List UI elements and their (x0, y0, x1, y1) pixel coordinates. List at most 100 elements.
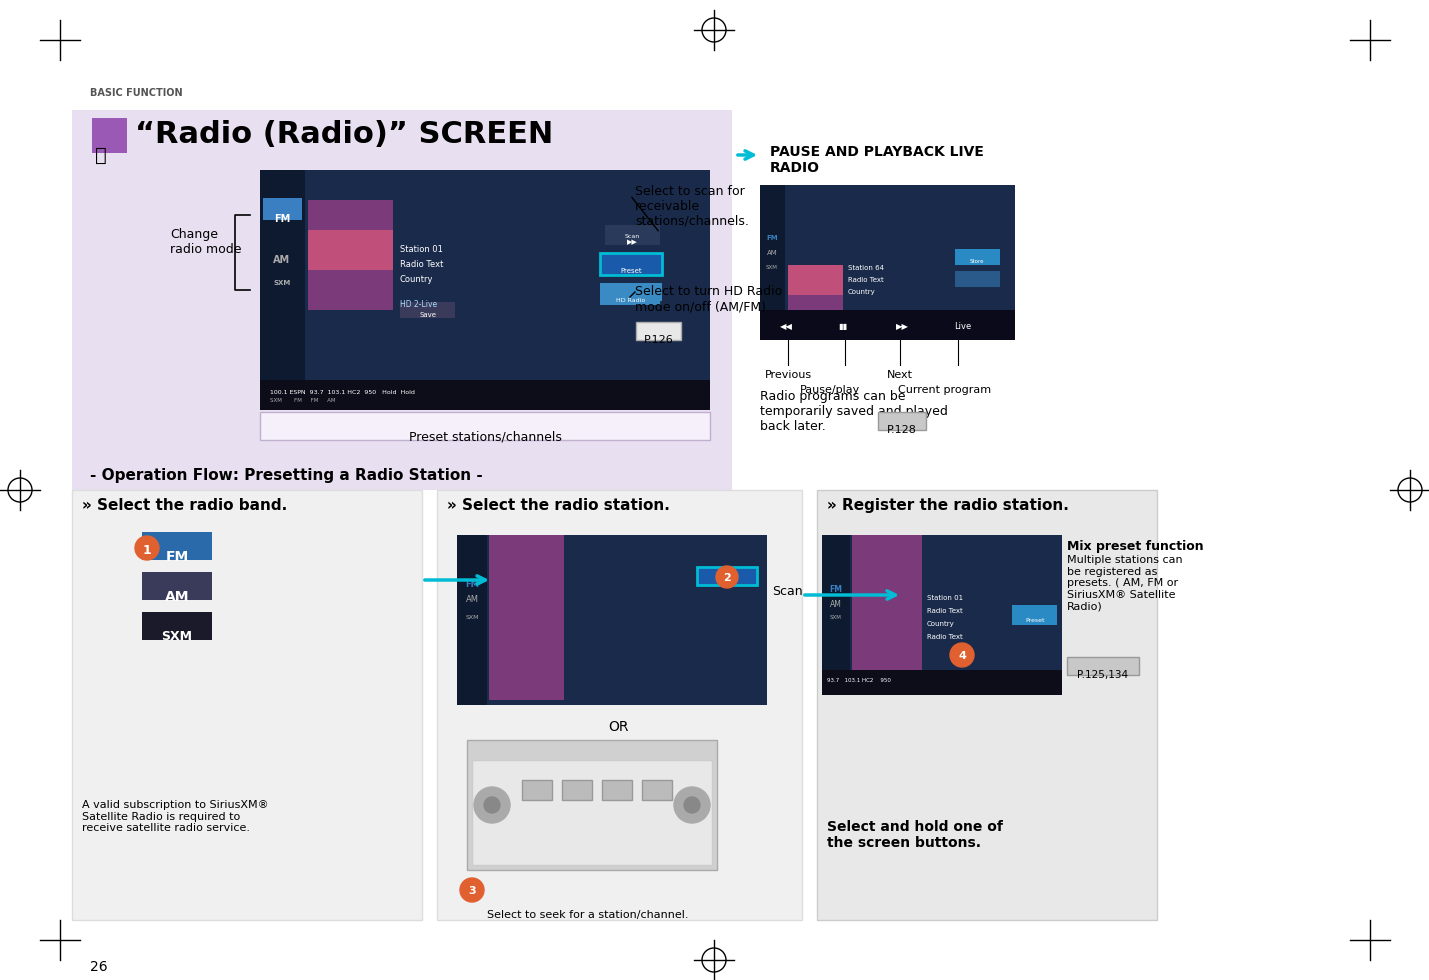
FancyBboxPatch shape (787, 265, 843, 330)
FancyBboxPatch shape (955, 271, 1000, 287)
FancyBboxPatch shape (141, 612, 211, 640)
Text: P.126: P.126 (644, 335, 674, 345)
Text: » Register the radio station.: » Register the radio station. (827, 498, 1069, 513)
FancyBboxPatch shape (1067, 657, 1139, 675)
Text: Pause/play: Pause/play (800, 385, 860, 395)
Text: 2: 2 (723, 573, 730, 583)
FancyBboxPatch shape (787, 265, 843, 295)
Circle shape (716, 566, 737, 588)
Text: 2: 2 (723, 579, 730, 589)
Text: A valid subscription to SiriusXM®
Satellite Radio is required to
receive satelli: A valid subscription to SiriusXM® Satell… (81, 800, 269, 833)
Text: Select to turn HD Radio
mode on/off (AM/FM).: Select to turn HD Radio mode on/off (AM/… (634, 285, 782, 313)
Text: SXM       FM     FM     AM: SXM FM FM AM (270, 398, 336, 403)
FancyBboxPatch shape (760, 310, 1015, 340)
Circle shape (674, 787, 710, 823)
Text: FM: FM (464, 580, 479, 589)
FancyBboxPatch shape (91, 118, 127, 153)
Text: SXM: SXM (766, 265, 777, 270)
Text: Country: Country (927, 621, 955, 627)
Text: Scan: Scan (624, 234, 640, 239)
FancyBboxPatch shape (636, 322, 682, 340)
Text: HD 2-Live: HD 2-Live (400, 300, 437, 309)
FancyBboxPatch shape (489, 535, 564, 700)
FancyBboxPatch shape (467, 740, 717, 870)
Text: Select to scan for
receivable
stations/channels.: Select to scan for receivable stations/c… (634, 185, 749, 228)
Text: Select and hold one of
the screen buttons.: Select and hold one of the screen button… (827, 820, 1003, 851)
FancyBboxPatch shape (760, 185, 1015, 340)
FancyBboxPatch shape (562, 780, 592, 800)
Text: 📻: 📻 (94, 146, 107, 165)
Text: ▶▶: ▶▶ (627, 239, 637, 245)
FancyBboxPatch shape (141, 532, 211, 560)
Text: ◀◀: ◀◀ (780, 322, 793, 331)
FancyBboxPatch shape (600, 283, 662, 305)
FancyBboxPatch shape (817, 490, 1157, 920)
FancyBboxPatch shape (955, 249, 1000, 265)
Text: SXM: SXM (161, 630, 193, 643)
Text: - Operation Flow: Presetting a Radio Station -: - Operation Flow: Presetting a Radio Sta… (90, 468, 483, 483)
Text: Radio programs can be
temporarily saved and played
back later.: Radio programs can be temporarily saved … (760, 390, 947, 433)
Text: Current program: Current program (899, 385, 992, 395)
Text: Radio Text: Radio Text (927, 608, 963, 614)
FancyBboxPatch shape (260, 170, 710, 410)
Text: P.125,134: P.125,134 (1077, 670, 1129, 680)
FancyBboxPatch shape (760, 185, 785, 340)
FancyBboxPatch shape (260, 412, 710, 440)
Text: Preset stations/channels: Preset stations/channels (409, 430, 562, 443)
Text: SXM: SXM (830, 615, 842, 620)
FancyBboxPatch shape (71, 110, 732, 490)
Text: » Select the radio station.: » Select the radio station. (447, 498, 670, 513)
Text: » Select the radio band.: » Select the radio band. (81, 498, 287, 513)
FancyBboxPatch shape (457, 535, 767, 705)
FancyBboxPatch shape (877, 412, 926, 430)
FancyBboxPatch shape (604, 225, 660, 245)
Text: Station 01: Station 01 (927, 595, 963, 601)
Text: AM: AM (766, 250, 777, 256)
Text: Station 01: Station 01 (400, 245, 443, 254)
Text: 26: 26 (90, 960, 107, 974)
Text: AM: AM (164, 590, 189, 604)
Text: Radio Text: Radio Text (847, 277, 883, 283)
FancyBboxPatch shape (437, 490, 802, 920)
FancyBboxPatch shape (472, 760, 712, 865)
Circle shape (134, 536, 159, 560)
Text: Preset: Preset (1025, 618, 1045, 623)
Circle shape (474, 787, 510, 823)
Text: Scan: Scan (772, 585, 803, 598)
FancyBboxPatch shape (852, 535, 922, 690)
Text: FM: FM (274, 214, 290, 224)
Text: “Radio (Radio)” SCREEN: “Radio (Radio)” SCREEN (134, 120, 553, 149)
FancyBboxPatch shape (457, 535, 487, 705)
Text: Mix preset function: Mix preset function (1067, 540, 1203, 553)
FancyBboxPatch shape (309, 200, 393, 310)
Text: Preset: Preset (620, 268, 642, 274)
FancyBboxPatch shape (400, 302, 454, 318)
FancyBboxPatch shape (697, 567, 757, 585)
Text: AM: AM (830, 600, 842, 609)
Text: Next: Next (887, 370, 913, 380)
FancyBboxPatch shape (522, 780, 552, 800)
FancyBboxPatch shape (260, 380, 710, 410)
Text: FM: FM (166, 550, 189, 564)
Text: AM: AM (466, 595, 479, 604)
Text: Live: Live (955, 322, 972, 331)
Circle shape (684, 797, 700, 813)
FancyBboxPatch shape (71, 490, 422, 920)
FancyBboxPatch shape (309, 230, 393, 270)
FancyBboxPatch shape (822, 670, 1062, 695)
Text: OR: OR (609, 720, 629, 734)
FancyBboxPatch shape (600, 253, 662, 275)
Text: Save: Save (420, 312, 436, 318)
FancyBboxPatch shape (602, 780, 632, 800)
Text: 4: 4 (957, 651, 966, 661)
Text: ▮▮: ▮▮ (837, 322, 847, 331)
Text: Station 64: Station 64 (847, 265, 885, 271)
Text: FM: FM (766, 235, 777, 241)
Text: Country: Country (400, 275, 433, 284)
FancyBboxPatch shape (1012, 605, 1057, 625)
Text: P.128: P.128 (887, 425, 917, 435)
FancyBboxPatch shape (822, 535, 850, 695)
Text: Previous: Previous (765, 370, 812, 380)
Text: BASIC FUNCTION: BASIC FUNCTION (90, 88, 183, 98)
FancyBboxPatch shape (263, 198, 302, 220)
